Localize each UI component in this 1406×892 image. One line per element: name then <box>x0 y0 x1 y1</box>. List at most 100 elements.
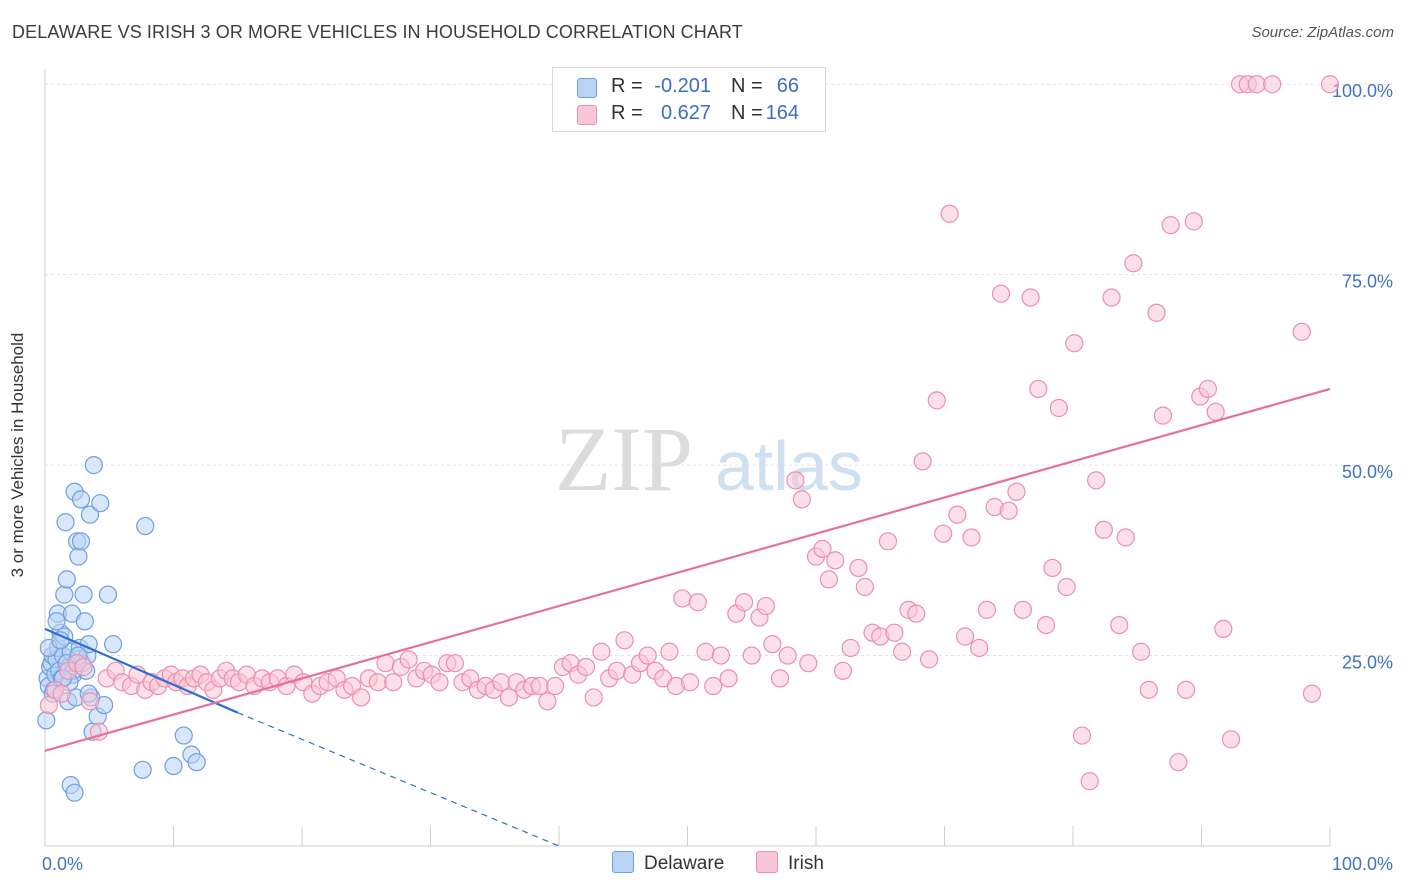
irish-point <box>991 284 1011 303</box>
irish-point <box>711 646 731 665</box>
irish-point <box>756 596 775 616</box>
delaware-point <box>55 585 74 604</box>
irish-point <box>546 676 565 696</box>
n-label: N = <box>731 102 763 124</box>
irish-point <box>1065 334 1084 353</box>
x-tick-label: 100.0% <box>1332 854 1393 874</box>
chart-title: DELAWARE VS IRISH 3 OR MORE VEHICLES IN … <box>12 22 743 42</box>
irish-point <box>530 676 549 696</box>
irish-point <box>445 654 465 673</box>
irish-point <box>399 650 418 669</box>
irish-point <box>1080 772 1099 791</box>
irish-point <box>833 661 853 680</box>
irish-point <box>878 532 898 551</box>
legend-row-delaware: R = -0.201 N = 66 <box>553 73 825 101</box>
irish-point <box>1036 615 1056 635</box>
irish-point <box>688 593 707 612</box>
irish-point <box>607 661 626 680</box>
delaware-point <box>84 456 103 475</box>
irish-point <box>696 642 715 661</box>
legend-row-irish: R = 0.627 N = 164 <box>553 100 825 128</box>
irish-point <box>1102 288 1121 307</box>
irish-point <box>1094 520 1113 539</box>
y-tick-label: 50.0% <box>1342 462 1393 482</box>
irish-point <box>907 604 926 623</box>
delaware-point <box>65 783 84 802</box>
irish-point <box>770 669 790 688</box>
irish-point <box>1147 303 1166 322</box>
irish-point <box>1013 600 1032 619</box>
r-value-irish: 0.627 <box>660 102 711 124</box>
irish-point <box>680 673 700 692</box>
irish-point <box>813 539 832 559</box>
watermark-zip: ZIP <box>555 408 693 510</box>
irish-point <box>1263 75 1282 94</box>
r-label: R = <box>611 75 643 97</box>
delaware-point <box>57 570 76 589</box>
n-value-delaware: 66 <box>776 75 799 97</box>
irish-point <box>1169 753 1188 772</box>
irish-point <box>1320 75 1340 94</box>
irish-point <box>673 589 692 608</box>
points-layer <box>37 75 1340 802</box>
irish-point <box>849 558 868 578</box>
watermark-atlas: atlas <box>715 427 863 505</box>
irish-point <box>927 391 946 410</box>
irish-point <box>919 650 939 669</box>
irish-point <box>792 490 811 509</box>
irish-point <box>352 688 371 707</box>
delaware-point <box>136 516 155 536</box>
delaware-point <box>164 756 183 776</box>
irish-point <box>892 642 912 661</box>
irish-point <box>1021 288 1040 307</box>
irish-point <box>384 673 403 692</box>
irish-point <box>841 638 860 658</box>
delaware-trend-line <box>44 627 239 714</box>
irish-point <box>742 646 761 665</box>
irish-point <box>778 646 797 665</box>
irish-legend-swatch <box>756 851 778 873</box>
delaware-point <box>104 635 123 654</box>
irish-point <box>430 673 449 692</box>
irish-point <box>52 684 71 703</box>
bottom-legend-delaware: Delaware <box>612 851 724 875</box>
irish-point <box>39 695 58 715</box>
irish-point <box>1153 406 1173 425</box>
irish-point <box>799 654 818 673</box>
irish-point <box>1161 216 1180 235</box>
delaware-legend-swatch <box>612 851 634 873</box>
irish-point <box>1139 680 1158 699</box>
irish-point <box>492 673 511 692</box>
n-value-irish: 164 <box>765 102 799 124</box>
irish-point <box>80 692 100 711</box>
delaware-point <box>56 513 75 532</box>
irish-point <box>1206 402 1225 421</box>
irish-point <box>584 688 603 707</box>
irish-point <box>74 657 93 677</box>
irish-point <box>1072 726 1092 745</box>
irish-point <box>1049 398 1068 418</box>
irish-point <box>660 642 679 661</box>
delaware-point <box>98 585 118 604</box>
irish-swatch <box>577 105 597 125</box>
irish-point <box>1247 75 1266 94</box>
y-tick-label: 25.0% <box>1342 653 1393 673</box>
delaware-point <box>71 490 91 509</box>
irish-point <box>970 638 989 658</box>
irish-point <box>1087 471 1106 490</box>
irish-point <box>576 657 596 677</box>
irish-point <box>592 642 611 661</box>
delaware-point <box>80 505 100 524</box>
irish-point <box>934 524 953 543</box>
delaware-point <box>91 494 110 513</box>
irish-point <box>1302 684 1322 703</box>
y-tick-label: 75.0% <box>1342 272 1393 292</box>
x-tick-label: 0.0% <box>42 854 83 874</box>
irish-point <box>1132 642 1151 661</box>
delaware-point <box>74 585 93 604</box>
irish-point <box>962 528 981 547</box>
delaware-point <box>69 547 88 566</box>
r-label: R = <box>611 102 643 124</box>
bottom-legend-irish: Irish <box>756 851 824 875</box>
